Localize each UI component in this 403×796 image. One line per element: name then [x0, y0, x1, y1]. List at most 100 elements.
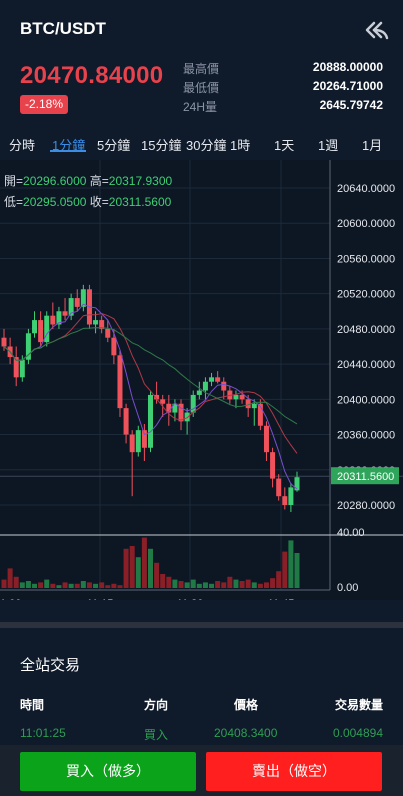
time-tick-label: 11:30: [177, 598, 204, 600]
volume-bar: [7, 568, 13, 588]
candle-body: [270, 452, 276, 479]
low-label: 低=: [4, 195, 24, 209]
volume-bar: [148, 548, 153, 588]
ohlc-row-1: 開=20296.6000 高=20317.9300: [4, 172, 172, 189]
tab-1month[interactable]: 1月: [362, 138, 383, 153]
candle-body: [294, 477, 300, 491]
volume-bar: [38, 582, 44, 588]
volume-bar: [56, 585, 62, 588]
tab-timeline[interactable]: 分時: [9, 138, 36, 153]
change-badge: -2.18%: [20, 95, 68, 114]
buy-long-button[interactable]: 買入（做多）: [20, 752, 196, 791]
volume-bar: [129, 546, 135, 588]
volume-bar: [184, 582, 190, 588]
candle-body: [184, 412, 190, 422]
candle-body: [141, 430, 147, 448]
kline-chart[interactable]: 20640.0000 20600.0000 20560.0000 20520.0000…: [0, 160, 403, 610]
volume-bar: [154, 562, 160, 588]
high-label: 高=: [89, 174, 109, 188]
volume-bar: [93, 583, 99, 588]
volume-bar: [209, 583, 215, 588]
candle-body: [209, 377, 215, 382]
tab-1min[interactable]: 1分鐘: [52, 138, 86, 153]
candle-body: [80, 289, 86, 307]
candle-body: [160, 399, 166, 404]
volume-bar: [245, 579, 251, 588]
header-time: 時間: [20, 698, 45, 712]
stat-label: 最低價: [183, 81, 220, 95]
candle-body: [239, 394, 245, 400]
candle-body: [129, 434, 135, 453]
volume-bar: [50, 583, 56, 588]
candle-body: [148, 394, 153, 448]
candle-body: [215, 377, 221, 382]
volume-bar: [68, 583, 74, 588]
volume-bar: [19, 582, 25, 588]
volume-bar: [74, 583, 80, 588]
volume-bar: [13, 576, 19, 588]
action-bar: 買入（做多） 賣出（做空）: [0, 745, 403, 796]
candle-body: [44, 315, 50, 343]
trade-side: 買入: [144, 728, 169, 742]
low-value: 20295.0500: [23, 195, 87, 209]
kline-svg[interactable]: 20640.0000 20600.0000 20560.0000 20520.0000…: [0, 160, 403, 610]
stat-value: 2645.79742: [319, 98, 383, 112]
volume-bar: [178, 581, 184, 588]
price-tick-label: 20480.0000: [337, 324, 395, 336]
candle-body: [105, 328, 111, 338]
candle-body: [32, 320, 38, 334]
volume-bar: [99, 582, 105, 588]
candle-body: [38, 320, 44, 343]
ohlc-row-2: 低=20295.0500 收=20311.5600: [4, 193, 171, 210]
price-tick-label: 20400.0000: [337, 394, 395, 406]
volume-bar: [221, 582, 227, 588]
back-arrow-icon[interactable]: [363, 19, 389, 41]
volume-bar: [80, 581, 86, 588]
stat-value: 20888.00000: [312, 60, 383, 74]
ma20-line: [3, 327, 298, 425]
candle-body: [62, 311, 68, 316]
volume-bar: [25, 581, 31, 588]
price-tick-label: 20560.0000: [337, 253, 395, 265]
volume-bar: [105, 585, 111, 588]
volume-bar: [190, 579, 196, 588]
tab-1week[interactable]: 1週: [318, 138, 339, 153]
volume-bar: [294, 553, 300, 588]
candle-body: [154, 394, 160, 400]
tab-30min[interactable]: 30分鐘: [186, 138, 227, 153]
candle-body: [123, 408, 129, 435]
header-price: 價格: [234, 698, 259, 712]
candle-body: [178, 403, 184, 422]
tab-15min[interactable]: 15分鐘: [141, 138, 182, 153]
price-tick-label: 20640.0000: [337, 183, 395, 195]
header-side: 方向: [144, 698, 169, 712]
candle-body: [56, 311, 62, 325]
candle-body: [68, 298, 74, 316]
price-tick-label: 20600.0000: [337, 218, 395, 230]
price-tick-label: 20280.0000: [337, 500, 395, 512]
stat-volume: 24H量 2645.79742: [183, 96, 383, 115]
tab-1hour[interactable]: 1時: [230, 138, 251, 153]
trade-qty: 0.004894: [332, 726, 383, 740]
volume-bar: [276, 571, 282, 588]
volume-tick-label: 0.00: [337, 582, 358, 594]
candle-body: [202, 381, 208, 391]
current-price-label: 20311.5600: [337, 471, 394, 483]
candle-body: [74, 298, 80, 307]
volume-bar: [166, 576, 172, 588]
interval-tabs: 分時 1分鐘 5分鐘 15分鐘 30分鐘 1時 1天 1週 1月: [0, 130, 403, 158]
header-qty: 交易數量: [334, 698, 383, 712]
volume-bar: [251, 582, 257, 588]
sell-short-button[interactable]: 賣出（做空）: [206, 752, 382, 791]
tab-5min[interactable]: 5分鐘: [97, 138, 131, 153]
volume-bar: [32, 583, 38, 588]
volume-bar: [257, 583, 263, 588]
tab-1day[interactable]: 1天: [274, 138, 295, 153]
stat-value: 20264.71000: [312, 79, 383, 93]
stat-label: 最高價: [183, 62, 220, 76]
volume-bar: [227, 576, 233, 588]
volume-bar: [123, 548, 129, 588]
trades-title: 全站交易: [20, 657, 81, 674]
candle-body: [99, 320, 105, 329]
candle-body: [1, 337, 7, 347]
